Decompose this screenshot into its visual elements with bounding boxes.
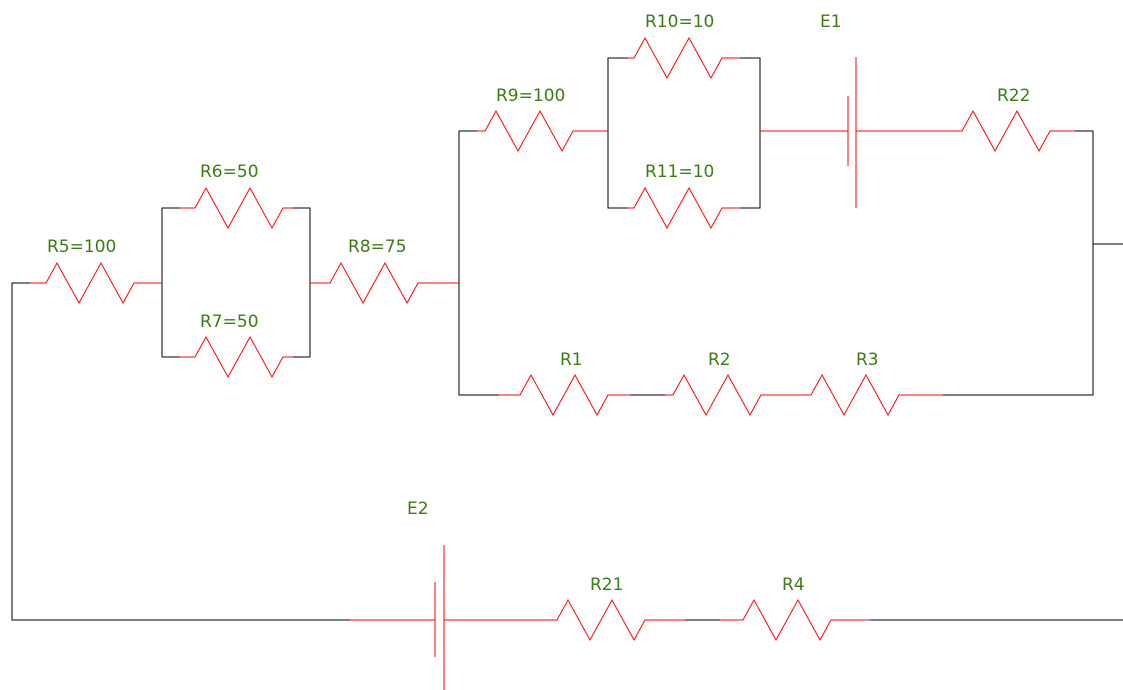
label-r22: R22 xyxy=(997,86,1030,106)
label-r9: R9=100 xyxy=(496,86,565,106)
resistors xyxy=(30,36,1075,642)
resistor-r6 xyxy=(180,186,293,230)
resistor-r2 xyxy=(665,373,795,417)
label-r5: R5=100 xyxy=(47,237,116,257)
wire-right-node-bus xyxy=(458,130,499,396)
resistor-r1 xyxy=(499,373,630,417)
wire-r10-r11-left-bus xyxy=(607,57,628,209)
wire-left-loop xyxy=(11,282,350,621)
wires xyxy=(11,57,1123,621)
labels: R5=100 R6=50 R7=50 R8=75 R9=100 R10=10 R… xyxy=(47,12,1030,595)
label-r4: R4 xyxy=(782,575,805,595)
label-r1: R1 xyxy=(560,350,583,370)
label-r21: R21 xyxy=(590,575,623,595)
label-r6: R6=50 xyxy=(200,162,259,182)
wire-r6-r7-left-bus xyxy=(161,207,180,358)
resistor-r10 xyxy=(628,36,740,80)
resistor-r5 xyxy=(30,261,162,305)
wire-r6-r7-right-bus xyxy=(293,207,311,358)
label-r10: R10=10 xyxy=(645,12,714,32)
resistor-r8 xyxy=(310,261,459,305)
resistor-r9 xyxy=(477,109,608,153)
resistor-r22 xyxy=(940,109,1075,153)
label-e1: E1 xyxy=(820,12,842,32)
resistor-r4 xyxy=(720,598,870,642)
resistor-r11 xyxy=(628,186,740,230)
wire-right-vertical xyxy=(943,130,1094,396)
voltage-source-e2 xyxy=(350,545,550,690)
resistor-r3 xyxy=(795,373,943,417)
label-r2: R2 xyxy=(708,350,731,370)
label-r8: R8=75 xyxy=(348,237,407,257)
voltage-source-e1 xyxy=(760,57,940,208)
label-r7: R7=50 xyxy=(200,312,259,332)
resistor-r21 xyxy=(550,598,685,642)
label-r3: R3 xyxy=(856,350,879,370)
label-r11: R11=10 xyxy=(645,162,714,182)
resistor-r7 xyxy=(180,335,293,379)
wire-r10-r11-right-bus xyxy=(740,57,761,209)
label-e2: E2 xyxy=(407,499,429,519)
